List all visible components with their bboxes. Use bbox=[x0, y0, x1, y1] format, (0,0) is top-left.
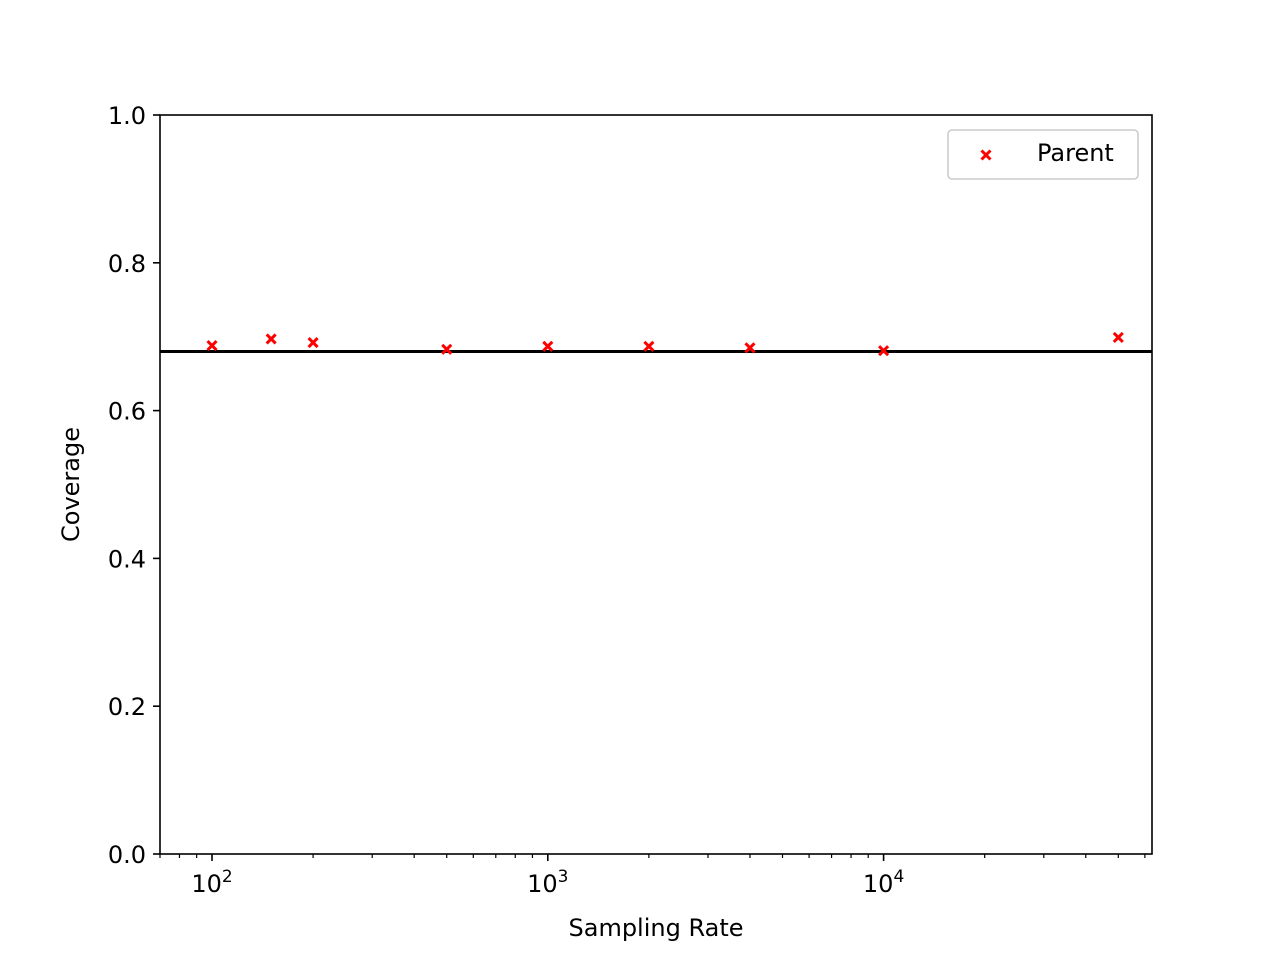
marker-stroke bbox=[542, 340, 554, 352]
marker-stroke bbox=[878, 345, 890, 357]
legend-marker bbox=[980, 149, 992, 161]
data-point bbox=[206, 340, 218, 352]
data-point bbox=[1112, 331, 1124, 343]
marker-stroke bbox=[265, 333, 277, 345]
y-tick-label: 0.8 bbox=[108, 250, 146, 278]
data-point bbox=[265, 333, 277, 345]
marker-stroke bbox=[441, 343, 453, 355]
marker-stroke bbox=[206, 340, 218, 352]
marker-stroke bbox=[744, 342, 756, 354]
data-point bbox=[307, 337, 319, 349]
data-point bbox=[744, 342, 756, 354]
y-axis-label: Coverage bbox=[57, 427, 85, 542]
marker-stroke bbox=[1112, 331, 1124, 343]
y-tick-label: 0.6 bbox=[108, 398, 146, 426]
x-tick-label: 104 bbox=[863, 867, 904, 898]
legend-box bbox=[947, 129, 1139, 180]
legend: Parent bbox=[947, 129, 1139, 180]
data-point bbox=[542, 340, 554, 352]
y-tick-label: 0.2 bbox=[108, 693, 146, 721]
y-tick-label: 1.0 bbox=[108, 102, 146, 130]
marker-stroke bbox=[307, 337, 319, 349]
plot-frame bbox=[159, 114, 1153, 855]
y-tick-label: 0.4 bbox=[108, 545, 146, 573]
data-point bbox=[643, 340, 655, 352]
data-point bbox=[878, 345, 890, 357]
y-tick-label: 0.0 bbox=[108, 841, 146, 869]
x-axis: 102 103 104 bbox=[159, 854, 1146, 898]
data-point bbox=[441, 343, 453, 355]
x-tick-label: 103 bbox=[527, 867, 568, 898]
data-points bbox=[206, 331, 1124, 357]
x-axis-label: Sampling Rate bbox=[569, 914, 744, 942]
x-tick-label: 102 bbox=[191, 867, 232, 898]
marker-stroke bbox=[643, 340, 655, 352]
y-axis: 0.0 0.2 0.4 0.6 0.8 1.0 bbox=[108, 102, 160, 869]
legend-label: Parent bbox=[1037, 139, 1114, 167]
